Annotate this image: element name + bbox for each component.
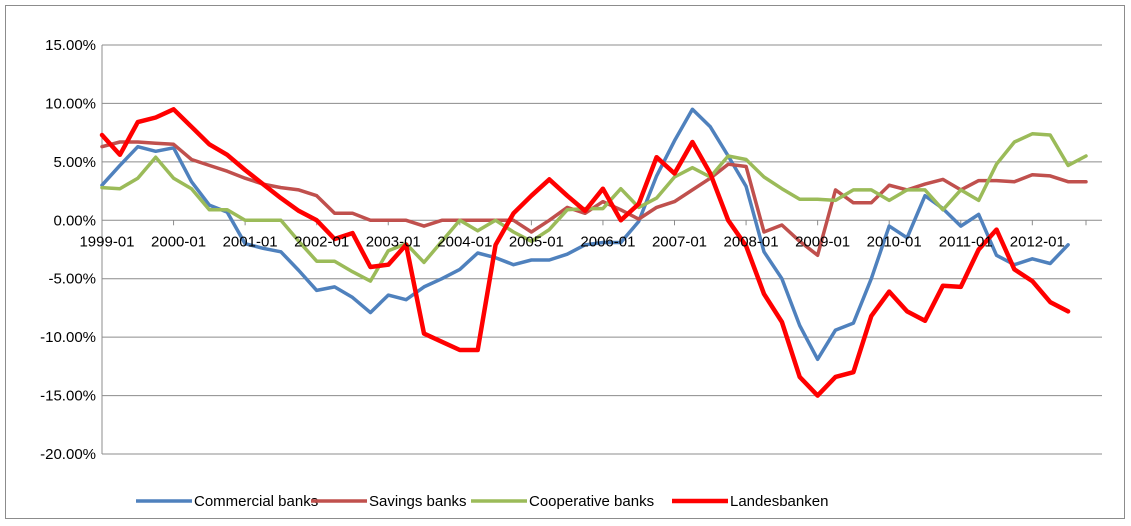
x-tick-label: 2005-01 bbox=[509, 233, 564, 250]
x-axis-labels: 1999-01 2000-01 2001-01 2002-01 2003-01 2004-… bbox=[79, 233, 1064, 250]
line-chart: 15.00% 10.00% 5.00% 0.00% -5.00% -10.00% -15.0… bbox=[40, 37, 1102, 510]
y-tick-label: -5.00% bbox=[48, 271, 96, 288]
series-lines bbox=[99, 107, 1088, 398]
y-axis-labels: 15.00% 10.00% 5.00% 0.00% -5.00% -10.00% -15.0… bbox=[40, 37, 96, 463]
x-tick-label: 2004-01 bbox=[437, 233, 492, 250]
x-tick-label: 2008-01 bbox=[724, 233, 779, 250]
x-tick-label: 2009-01 bbox=[795, 233, 850, 250]
x-tick-label: 2012-01 bbox=[1010, 233, 1065, 250]
y-tick-label: 5.00% bbox=[53, 154, 96, 171]
y-tick-label: 10.00% bbox=[45, 95, 96, 112]
y-tick-label: -20.00% bbox=[40, 446, 96, 463]
series-line-commercial-banks bbox=[100, 107, 1070, 362]
legend-label: Savings banks bbox=[369, 493, 467, 510]
y-tick-label: 0.00% bbox=[53, 212, 96, 229]
x-tick-label: 2001-01 bbox=[223, 233, 278, 250]
y-tick-label: -10.00% bbox=[40, 329, 96, 346]
x-tick-label: 2011-01 bbox=[939, 233, 993, 250]
x-tick-label: 2007-01 bbox=[652, 233, 707, 250]
series-line-cooperative-banks bbox=[100, 132, 1088, 283]
series-line-landesbanken bbox=[99, 107, 1071, 398]
chart-frame: 15.00% 10.00% 5.00% 0.00% -5.00% -10.00% -15.0… bbox=[5, 5, 1125, 519]
x-tick-label: 2000-01 bbox=[151, 233, 206, 250]
legend-label: Cooperative banks bbox=[529, 493, 654, 510]
x-tick-label: 2010-01 bbox=[867, 233, 922, 250]
x-tick-label: 2002-01 bbox=[294, 233, 349, 250]
legend: Commercial banks Savings banks Cooperative… bbox=[136, 493, 828, 510]
x-tick-label: 1999-01 bbox=[79, 233, 134, 250]
legend-label: Commercial banks bbox=[194, 493, 318, 510]
legend-label: Landesbanken bbox=[730, 493, 828, 510]
y-tick-label: -15.00% bbox=[40, 388, 96, 405]
y-tick-label: 15.00% bbox=[45, 37, 96, 54]
x-tick-label: 2006-01 bbox=[580, 233, 635, 250]
x-tick-label: 2003-01 bbox=[366, 233, 421, 250]
